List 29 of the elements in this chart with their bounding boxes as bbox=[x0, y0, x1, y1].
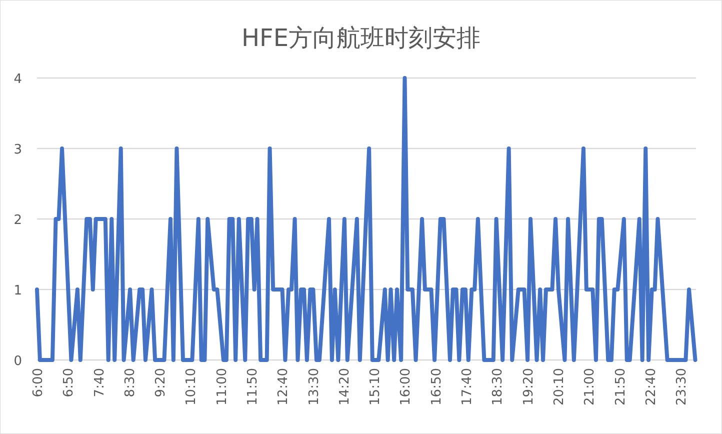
x-tick-label: 6:00 bbox=[31, 368, 46, 398]
x-tick-label: 8:30 bbox=[122, 368, 138, 398]
x-tick-label: 21:00 bbox=[582, 368, 598, 406]
x-tick-label: 18:30 bbox=[490, 368, 506, 406]
x-tick-label: 9:20 bbox=[154, 368, 169, 398]
x-tick-label: 11:50 bbox=[246, 368, 261, 406]
x-tick-label: 11:00 bbox=[214, 368, 230, 406]
line-series bbox=[35, 76, 698, 362]
x-tick-label: 21:50 bbox=[613, 368, 628, 406]
x-tick-label: 22:40 bbox=[644, 368, 659, 406]
x-tick-label: 13:30 bbox=[306, 368, 322, 406]
x-tick-label: 14:20 bbox=[337, 368, 352, 406]
x-tick-label: 15:10 bbox=[368, 368, 384, 406]
y-tick-label: 0 bbox=[14, 354, 22, 369]
x-tick-label: 10:10 bbox=[184, 368, 200, 406]
y-tick-label: 1 bbox=[14, 284, 22, 298]
x-tick-label: 19:20 bbox=[521, 368, 536, 406]
y-tick-label: 3 bbox=[14, 142, 22, 158]
x-tick-label: 20:10 bbox=[552, 368, 567, 406]
x-tick-label: 12:40 bbox=[276, 368, 292, 406]
x-tick-label: 7:40 bbox=[92, 368, 108, 398]
x-tick-label: 16:00 bbox=[398, 368, 414, 406]
x-tick-label: 16:50 bbox=[429, 368, 444, 406]
x-tick-label: 6:50 bbox=[62, 368, 77, 398]
y-tick-label: 4 bbox=[14, 72, 22, 87]
y-tick-label: 2 bbox=[14, 213, 22, 228]
chart-title: HFE方向航班时刻安排 bbox=[241, 24, 481, 52]
x-tick-label: 23:30 bbox=[674, 368, 690, 406]
x-tick-label: 17:40 bbox=[460, 368, 476, 406]
